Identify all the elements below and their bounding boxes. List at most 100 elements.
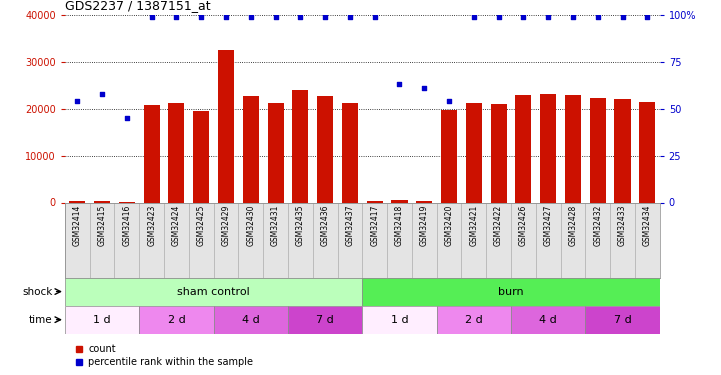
Point [171,14,182,20]
Text: GDS2237 / 1387151_at: GDS2237 / 1387151_at [65,0,211,12]
Bar [193,111,209,202]
Bar [412,202,437,278]
Point [567,14,579,20]
Text: GSM32436: GSM32436 [321,205,329,246]
Bar [511,202,536,278]
Text: GSM32419: GSM32419 [420,205,429,246]
Point [270,14,281,20]
Text: 2 d: 2 d [167,315,185,325]
Text: GSM32425: GSM32425 [197,205,205,246]
Bar [213,306,288,334]
Bar [115,202,139,278]
Text: GSM32422: GSM32422 [494,205,503,246]
Text: GSM32415: GSM32415 [97,205,107,246]
Text: 4 d: 4 d [539,315,557,325]
Point [468,14,479,20]
Bar [342,103,358,202]
Text: sham control: sham control [177,286,250,297]
Bar [69,201,85,202]
Bar [363,278,660,306]
Bar [267,103,283,202]
Point [592,14,603,20]
Text: GSM32428: GSM32428 [568,205,578,246]
Bar [243,96,259,202]
Bar [590,99,606,202]
Bar [561,202,585,278]
Bar [363,202,387,278]
Point [443,98,455,104]
Text: GSM32427: GSM32427 [544,205,553,246]
Text: GSM32434: GSM32434 [643,205,652,246]
Bar [416,201,433,202]
Point [319,14,331,20]
Bar [540,94,556,202]
Text: GSM32418: GSM32418 [395,205,404,246]
Text: 7 d: 7 d [614,315,632,325]
Bar [614,99,631,202]
Bar [65,278,363,306]
Text: 1 d: 1 d [391,315,408,325]
Point [220,14,231,20]
Bar [65,202,89,278]
Point [344,14,355,20]
Bar [139,202,164,278]
Bar [218,50,234,202]
Bar [466,103,482,202]
Bar [610,202,635,278]
Point [97,91,108,97]
Text: GSM32414: GSM32414 [73,205,81,246]
Point [493,14,505,20]
Point [616,14,628,20]
Point [295,14,306,20]
Point [195,14,207,20]
Bar [486,202,511,278]
Bar [292,90,309,202]
Bar [565,95,581,202]
Text: 2 d: 2 d [465,315,482,325]
Text: GSM32421: GSM32421 [469,205,478,246]
Bar [94,201,110,202]
Point [518,14,529,20]
Bar [143,105,159,202]
Bar [89,202,115,278]
Bar [461,202,486,278]
Bar [437,306,511,334]
Bar [585,202,610,278]
Bar [317,96,333,202]
Text: burn: burn [498,286,524,297]
Text: GSM32417: GSM32417 [370,205,379,246]
Text: GSM32430: GSM32430 [247,205,255,246]
Bar [441,110,457,202]
Bar [139,306,213,334]
Bar [387,202,412,278]
Bar [65,306,139,334]
Bar [536,202,561,278]
Bar [640,102,655,202]
Text: GSM32424: GSM32424 [172,205,181,246]
Bar [516,95,531,202]
Bar [490,104,507,202]
Point [369,14,381,20]
Bar [337,202,363,278]
Text: shock: shock [22,286,53,297]
Text: GSM32435: GSM32435 [296,205,305,246]
Text: GSM32420: GSM32420 [445,205,454,246]
Bar [585,306,660,334]
Text: GSM32437: GSM32437 [345,205,355,246]
Bar [367,201,383,202]
Text: 4 d: 4 d [242,315,260,325]
Bar [437,202,461,278]
Point [642,14,653,20]
Text: GSM32429: GSM32429 [221,205,231,246]
Bar [213,202,239,278]
Text: 1 d: 1 d [93,315,111,325]
Bar [363,306,437,334]
Legend: count, percentile rank within the sample: count, percentile rank within the sample [70,340,257,371]
Bar [189,202,213,278]
Point [71,98,83,104]
Text: GSM32431: GSM32431 [271,205,280,246]
Text: time: time [29,315,53,325]
Text: GSM32416: GSM32416 [123,205,131,246]
Text: 7 d: 7 d [317,315,334,325]
Point [394,81,405,87]
